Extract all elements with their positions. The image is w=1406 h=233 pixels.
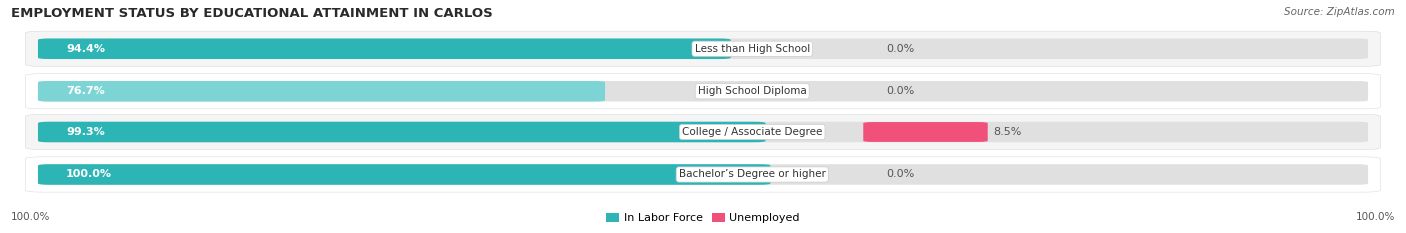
Text: 100.0%: 100.0%	[1355, 212, 1395, 222]
FancyBboxPatch shape	[25, 31, 1381, 66]
FancyBboxPatch shape	[38, 122, 765, 142]
FancyBboxPatch shape	[25, 114, 1381, 150]
FancyBboxPatch shape	[25, 74, 1381, 109]
FancyBboxPatch shape	[25, 157, 1381, 192]
FancyBboxPatch shape	[38, 164, 770, 185]
Text: College / Associate Degree: College / Associate Degree	[682, 127, 823, 137]
Text: 0.0%: 0.0%	[886, 86, 914, 96]
FancyBboxPatch shape	[38, 81, 605, 102]
FancyBboxPatch shape	[38, 38, 1368, 59]
Text: 8.5%: 8.5%	[994, 127, 1022, 137]
FancyBboxPatch shape	[38, 81, 1368, 102]
FancyBboxPatch shape	[38, 164, 1368, 185]
Text: Bachelor’s Degree or higher: Bachelor’s Degree or higher	[679, 169, 825, 179]
FancyBboxPatch shape	[863, 122, 987, 142]
Text: 76.7%: 76.7%	[66, 86, 105, 96]
Text: Source: ZipAtlas.com: Source: ZipAtlas.com	[1284, 7, 1395, 17]
Text: 100.0%: 100.0%	[11, 212, 51, 222]
Legend: In Labor Force, Unemployed: In Labor Force, Unemployed	[602, 208, 804, 227]
Text: 0.0%: 0.0%	[886, 169, 914, 179]
FancyBboxPatch shape	[38, 122, 1368, 142]
Text: 100.0%: 100.0%	[66, 169, 112, 179]
Text: 0.0%: 0.0%	[886, 44, 914, 54]
Text: 94.4%: 94.4%	[66, 44, 105, 54]
Text: EMPLOYMENT STATUS BY EDUCATIONAL ATTAINMENT IN CARLOS: EMPLOYMENT STATUS BY EDUCATIONAL ATTAINM…	[11, 7, 494, 20]
FancyBboxPatch shape	[38, 38, 731, 59]
Text: Less than High School: Less than High School	[695, 44, 810, 54]
Text: High School Diploma: High School Diploma	[697, 86, 807, 96]
Text: 99.3%: 99.3%	[66, 127, 105, 137]
